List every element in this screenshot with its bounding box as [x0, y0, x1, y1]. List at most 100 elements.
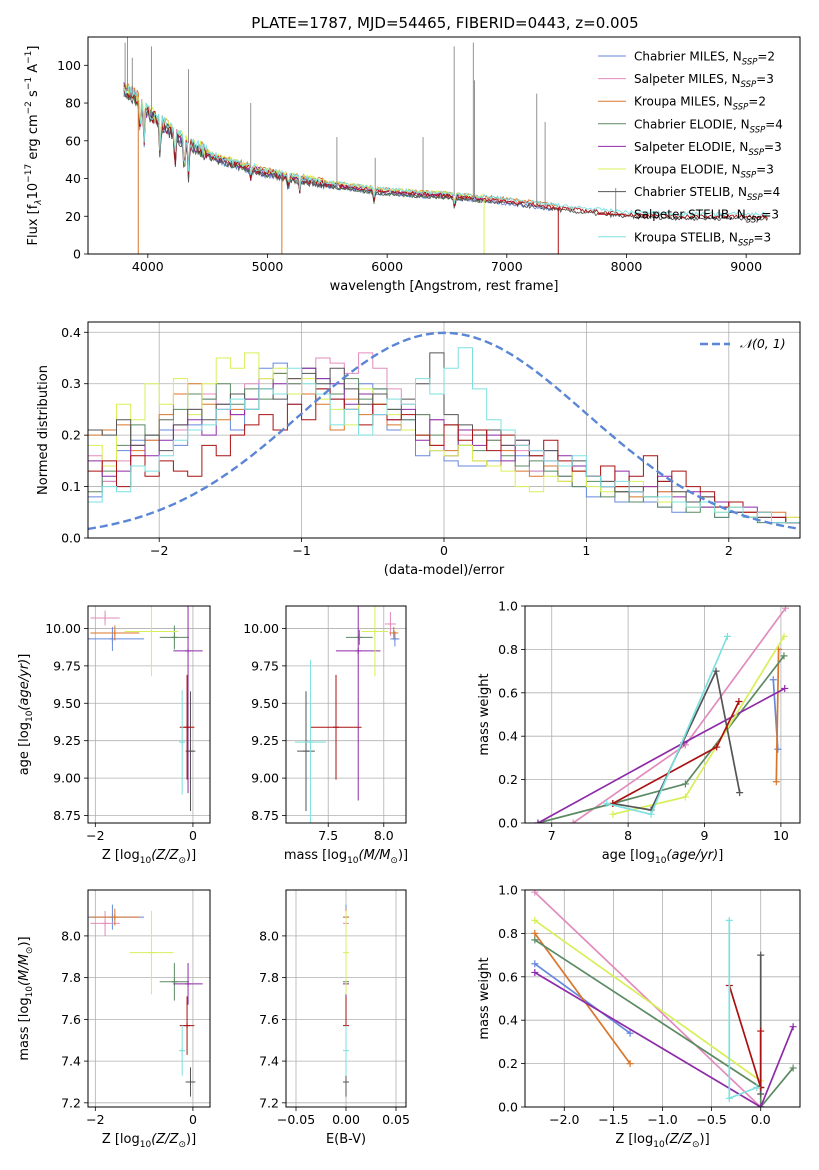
- label-part: SSP: [742, 58, 758, 68]
- errorbar-point: [90, 610, 120, 626]
- x-tick-label: 1: [582, 543, 590, 558]
- x-tick-label: 0: [189, 828, 197, 843]
- y-tick-label: 8.75: [251, 808, 279, 823]
- errorbar-point: [179, 1025, 186, 1076]
- y-tick-label: 8.0: [61, 928, 81, 943]
- x-axis-label: (data-model)/error: [384, 563, 505, 578]
- x-tick-label: 10: [773, 828, 789, 843]
- weight-line: [537, 655, 785, 823]
- axes-frame: [87, 36, 801, 255]
- label-part: Salpeter ELODIE, N: [634, 140, 748, 154]
- y-tick-label: 7.4: [61, 1054, 81, 1069]
- weight-marker: [772, 778, 780, 786]
- plots-group: 4000 5000 6000 7000 8000 9000020406080100wave…: [17, 36, 801, 1150]
- point-marker: [303, 748, 309, 755]
- weight-marker: [757, 1103, 765, 1107]
- y-tick-label: 7.6: [61, 1012, 81, 1027]
- y-tick-label: 20: [65, 209, 81, 224]
- weight-marker: [735, 697, 743, 705]
- errorbar-point: [343, 910, 349, 995]
- histogram-step: [88, 388, 800, 524]
- weight-marker: [789, 1023, 797, 1031]
- y-tick-label: 0.0: [498, 1100, 518, 1115]
- legend: 𝒩(0, 1): [700, 336, 786, 351]
- axes-mass_vs_ebv: −0.05 0.00 0.05 7.2 7.4 7.6 7.8 8.0 E(B-V): [259, 889, 410, 1147]
- label-part: SSP: [738, 238, 754, 248]
- plot-area: [294, 606, 400, 823]
- errorbar-point: [173, 606, 203, 794]
- label-part: SSP: [741, 171, 757, 181]
- errorbar-point: [90, 910, 120, 936]
- label-part: erg cm: [26, 114, 41, 163]
- label-part: Kroupa STELIB, N: [634, 230, 738, 244]
- x-axis-label: E(B-V): [326, 1132, 366, 1147]
- label-part: )]: [186, 848, 196, 863]
- legend-label: Chabrier ELODIE, NSSP=4: [634, 117, 783, 135]
- label-part: 10: [140, 856, 152, 866]
- errorbar-point: [185, 1067, 196, 1097]
- y-tick-label: 9.50: [53, 696, 81, 711]
- label-part: Z [log: [102, 1132, 140, 1147]
- label-part: ⊙: [178, 856, 186, 866]
- label-part: mass [log: [284, 848, 347, 863]
- weight-marker: [725, 1094, 733, 1102]
- label-part: 10: [347, 856, 359, 866]
- x-tick-label: 0: [440, 543, 448, 558]
- label-part: s: [26, 90, 41, 101]
- errorbar-point: [297, 691, 315, 812]
- point-marker: [356, 634, 363, 641]
- y-axis-label: Flux [fλ10−17 erg cm−2 s−1 A−1]: [24, 46, 44, 246]
- weight-marker: [681, 780, 689, 788]
- label-part: A: [26, 64, 41, 77]
- histogram-step: [88, 347, 800, 524]
- label-part: ⊙: [178, 1140, 186, 1150]
- legend-label: Salpeter STELIB, NSSP=3: [634, 208, 779, 226]
- y-axis-label: mass [log10(M/M⊙)]: [17, 936, 35, 1060]
- x-tick-label: 0.0: [751, 1112, 771, 1127]
- y-tick-label: 9.00: [53, 771, 81, 786]
- y-tick-label: 0.3: [61, 376, 81, 391]
- point-marker: [171, 634, 178, 641]
- label-part: 10: [26, 183, 41, 200]
- label-part: 10: [25, 986, 35, 998]
- x-tick-label: −1: [292, 543, 310, 558]
- axes-frame: [524, 605, 801, 824]
- point-marker: [184, 1022, 191, 1029]
- label-part: Salpeter MILES, N: [634, 72, 741, 86]
- point-marker: [179, 739, 186, 746]
- axes-frame: [87, 889, 211, 1108]
- weight-line: [534, 891, 762, 1107]
- label-part: (age/yr): [17, 659, 32, 711]
- errorbar-point: [173, 963, 203, 1005]
- label-part: Kroupa MILES, N: [634, 95, 733, 109]
- y-tick-label: 0.4: [498, 729, 518, 744]
- x-tick-label: 6000: [371, 259, 403, 274]
- weight-marker: [531, 960, 539, 968]
- x-axis-label: Z [log10(Z/Z⊙)]: [102, 1132, 196, 1150]
- x-tick-label: 4000: [132, 259, 164, 274]
- weight-line: [775, 649, 780, 782]
- y-tick-label: 7.4: [259, 1054, 279, 1069]
- errorbar-point: [90, 908, 140, 926]
- weight-marker: [712, 667, 720, 675]
- plot-area: [88, 904, 203, 1097]
- weight-marker: [769, 676, 777, 684]
- y-tick-label: 0.4: [498, 1013, 518, 1028]
- weight-line: [534, 971, 794, 1107]
- label-part: SSP: [748, 148, 764, 158]
- legend-label: 𝒩(0, 1): [740, 336, 786, 351]
- y-tick-label: 0.4: [61, 325, 81, 340]
- point-marker: [187, 1078, 194, 1085]
- y-tick-label: 10.00: [243, 621, 279, 636]
- point-marker: [343, 1078, 349, 1085]
- weight-marker: [757, 1027, 765, 1035]
- errorbar-point: [159, 625, 190, 650]
- spectrum-line: [123, 87, 483, 209]
- axes-residual_histogram: −2 −1 0 1 2 0.0 0.1 0.2 0.3 0.4 (data-model)/error…: [36, 321, 801, 578]
- label-part: 10: [25, 710, 35, 722]
- errorbar-point: [343, 1025, 349, 1076]
- axes-age_vs_mass: 7.5 8.0 8.75 9.00 9.25 9.50 9.75 10.00 mass [log…: [243, 605, 408, 866]
- errorbar-point: [390, 631, 400, 647]
- label-part: −1: [24, 51, 34, 64]
- point-marker: [111, 629, 118, 636]
